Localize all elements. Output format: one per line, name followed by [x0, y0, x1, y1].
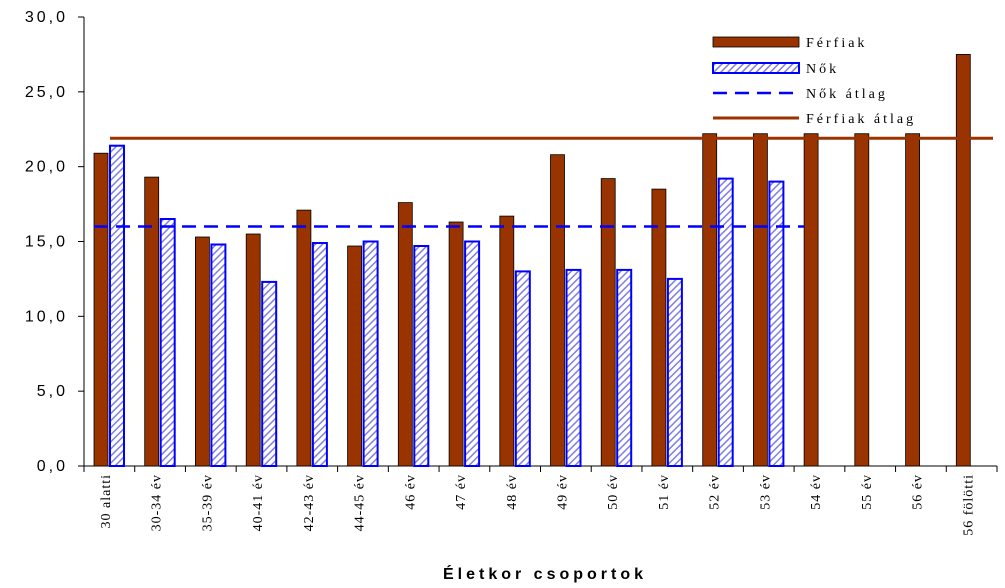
x-category-label: 42-43 év: [302, 474, 317, 531]
legend-label: Férfiak átlag: [806, 112, 916, 127]
x-category-label: 40-41 év: [251, 474, 266, 531]
bar-nok: [464, 240, 481, 467]
bar-nok: [261, 280, 278, 467]
x-category-label: 56 fölötti: [961, 474, 976, 536]
legend-swatch-ferfiak: [712, 36, 800, 48]
plot-area: 0,0 5,0 10,0 15,0 20,0 25,0 30,0 30 alatti 30-34…: [25, 9, 998, 536]
x-category-label: 30 alatti: [99, 474, 114, 529]
y-tick-label: 5,0: [37, 383, 68, 400]
bar-ferfiak: [753, 133, 768, 467]
bar-ferfiak: [93, 152, 109, 467]
bar-ferfiak: [144, 176, 160, 467]
bar-nok: [109, 144, 125, 467]
bar-ferfiak: [702, 133, 718, 467]
x-axis-title: Életkor csoportok: [443, 564, 647, 583]
x-category-label: 56 év: [911, 474, 926, 510]
bar-ferfiak: [499, 215, 515, 467]
y-tick-label: 10,0: [25, 308, 68, 325]
y-tick-label: 30,0: [25, 9, 68, 26]
x-category-label: 53 év: [758, 474, 773, 510]
x-category-label: 44-45 év: [353, 474, 368, 531]
bar-nok: [311, 242, 328, 467]
bar-ferfiak: [955, 54, 971, 467]
bar-nok: [717, 177, 734, 467]
bar-nok: [768, 180, 785, 467]
bar-ferfiak: [448, 221, 464, 467]
x-category-label: 30-34 év: [150, 474, 165, 531]
legend-label: Nők átlag: [806, 87, 888, 102]
bar-ferfiak: [245, 233, 261, 467]
bar-ferfiak: [296, 209, 312, 467]
x-category-label: 46 év: [403, 474, 418, 510]
bar-nok: [616, 268, 633, 467]
bar-ferfiak: [600, 178, 616, 467]
x-category-label: 47 év: [454, 474, 469, 510]
legend-swatch-nok: [712, 62, 800, 74]
y-tick-label: 20,0: [25, 159, 68, 176]
x-category-label: 35-39 év: [200, 474, 215, 531]
x-category-label: 54 év: [809, 474, 824, 510]
x-category-label: 55 év: [860, 474, 875, 510]
x-category-label: 51 év: [657, 474, 672, 510]
x-category-label: 52 év: [708, 474, 723, 510]
bar-nok: [565, 268, 582, 467]
bar-ferfiak: [854, 133, 870, 467]
bar-nok: [362, 240, 379, 467]
bar-ferfiak: [651, 188, 667, 467]
bar-ferfiak: [194, 236, 210, 467]
bar-ferfiak: [803, 133, 819, 467]
y-tick-label: 25,0: [25, 84, 68, 101]
y-tick-label: 15,0: [25, 234, 68, 251]
x-category-label: 48 év: [505, 474, 520, 510]
bar-ferfiak: [347, 245, 363, 467]
bar-nok: [413, 245, 430, 467]
bar-ferfiak: [550, 154, 565, 467]
legend-label: Nők: [806, 62, 839, 77]
y-tick-label: 0,0: [37, 458, 68, 475]
legend: Férfiak Nők Nők átlag Férfiak átlag: [712, 36, 916, 127]
x-category-label: 49 év: [556, 474, 571, 510]
bar-nok: [666, 277, 683, 467]
bar-ferfiak: [397, 202, 413, 467]
bar-nok: [514, 270, 531, 467]
legend-label: Férfiak: [806, 36, 867, 51]
bar-ferfiak: [905, 133, 920, 467]
bar-nok: [159, 218, 176, 467]
bar-nok: [210, 243, 227, 467]
x-category-label: 50 év: [606, 474, 621, 510]
